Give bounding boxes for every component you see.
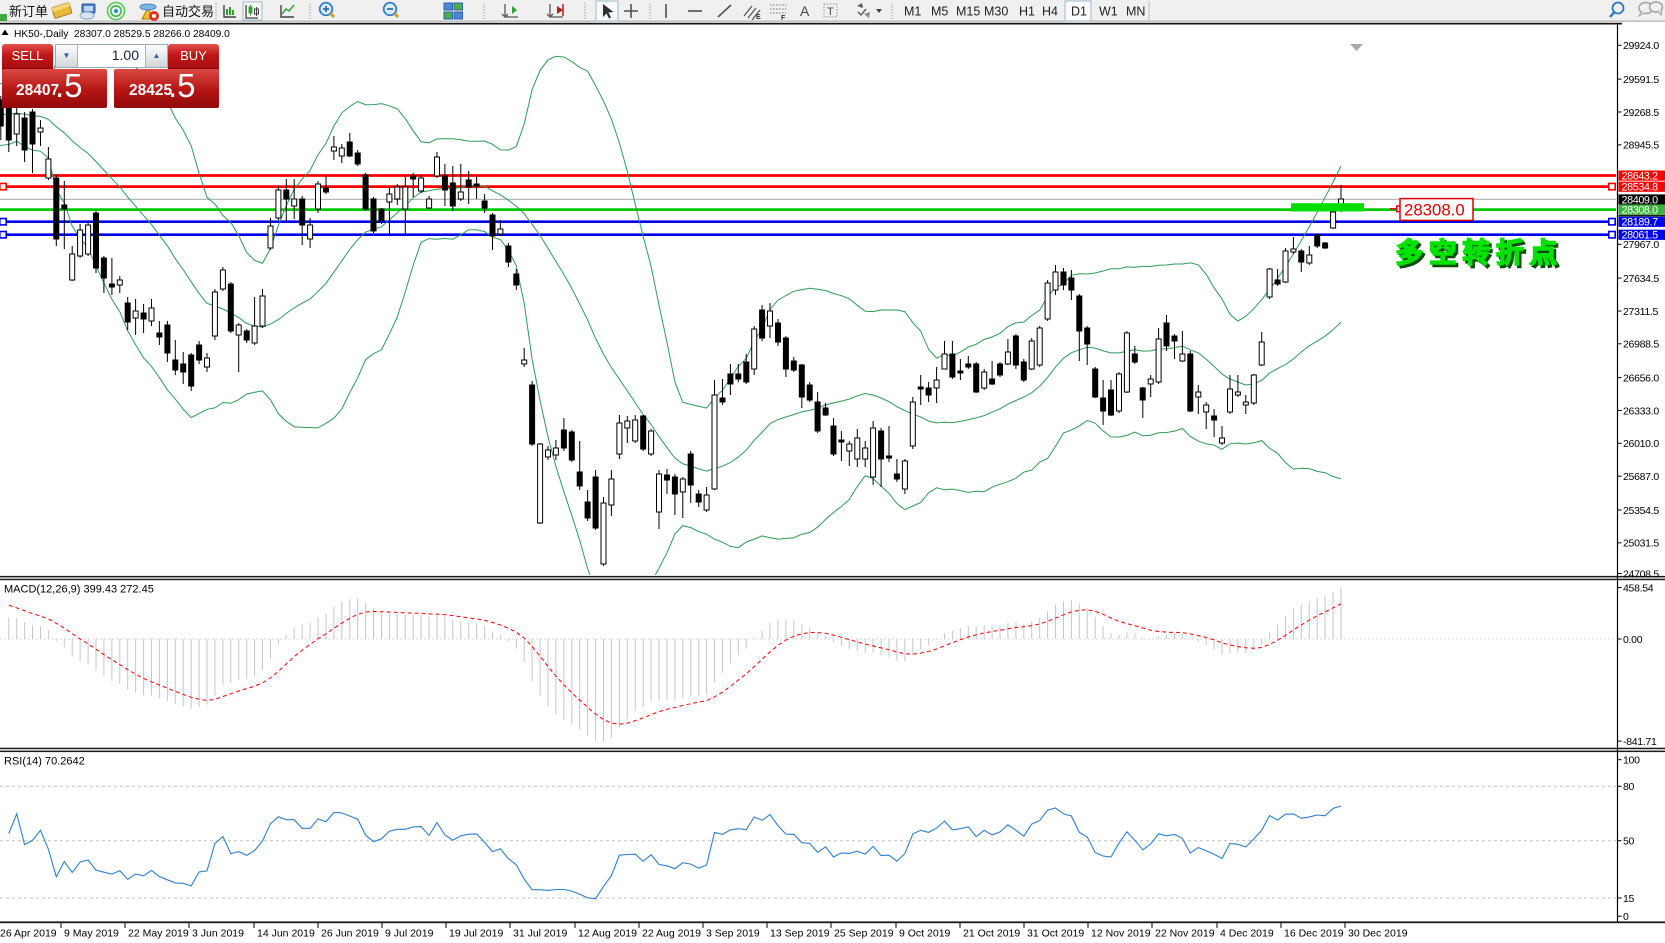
svg-text:24708.5: 24708.5 (1623, 568, 1659, 580)
svg-text:F: F (781, 15, 786, 22)
svg-text:50: 50 (1623, 836, 1635, 848)
svg-text:自动交易: 自动交易 (162, 4, 214, 19)
svg-text:28945.5: 28945.5 (1623, 140, 1659, 152)
svg-text:26 Apr 2019: 26 Apr 2019 (0, 928, 57, 940)
svg-text:M1: M1 (904, 5, 921, 19)
svg-text:D1: D1 (1071, 5, 1087, 19)
svg-text:M15: M15 (956, 5, 980, 19)
svg-text:13 Sep 2019: 13 Sep 2019 (770, 928, 830, 940)
svg-text:T: T (827, 6, 834, 18)
svg-text:26010.0: 26010.0 (1623, 438, 1659, 450)
svg-text:22 Nov 2019: 22 Nov 2019 (1155, 928, 1215, 940)
svg-text:多空转折点: 多空转折点 (1398, 240, 1566, 271)
svg-text:25687.0: 25687.0 (1623, 471, 1659, 483)
svg-text:30 Dec 2019: 30 Dec 2019 (1348, 928, 1408, 940)
svg-text:12 Nov 2019: 12 Nov 2019 (1091, 928, 1151, 940)
svg-text:28061.5: 28061.5 (1622, 230, 1659, 242)
svg-text:9 Oct 2019: 9 Oct 2019 (899, 928, 951, 940)
svg-text:458.54: 458.54 (1623, 582, 1654, 594)
svg-text:22 Aug 2019: 22 Aug 2019 (642, 928, 701, 940)
svg-text:100: 100 (1623, 755, 1640, 767)
svg-text:25031.5: 25031.5 (1623, 538, 1659, 550)
svg-text:28308.0: 28308.0 (1404, 201, 1465, 220)
svg-text:80: 80 (1623, 781, 1635, 793)
svg-text:RSI(14) 70.2642: RSI(14) 70.2642 (4, 756, 85, 768)
svg-text:26333.0: 26333.0 (1623, 405, 1659, 417)
svg-text:E: E (756, 14, 761, 21)
svg-text:H4: H4 (1042, 5, 1058, 19)
svg-text:29924.0: 29924.0 (1623, 40, 1659, 52)
svg-text:31 Jul 2019: 31 Jul 2019 (513, 928, 567, 940)
svg-text:0.00: 0.00 (1623, 634, 1643, 646)
svg-text:19 Jul 2019: 19 Jul 2019 (449, 928, 503, 940)
svg-text:4 Dec 2019: 4 Dec 2019 (1220, 928, 1274, 940)
svg-text:MACD(12,26,9) 399.43 272.45: MACD(12,26,9) 399.43 272.45 (4, 584, 154, 596)
svg-text:16 Dec 2019: 16 Dec 2019 (1284, 928, 1344, 940)
svg-text:3 Jun 2019: 3 Jun 2019 (192, 928, 244, 940)
svg-text:29591.5: 29591.5 (1623, 74, 1659, 86)
svg-text:27967.0: 27967.0 (1623, 239, 1659, 251)
svg-text:26656.0: 26656.0 (1623, 372, 1659, 384)
svg-text:26 Jun 2019: 26 Jun 2019 (321, 928, 379, 940)
svg-text:M30: M30 (984, 5, 1008, 19)
svg-text:14 Jun 2019: 14 Jun 2019 (257, 928, 315, 940)
svg-text:25354.5: 25354.5 (1623, 505, 1659, 517)
svg-text:31 Oct 2019: 31 Oct 2019 (1027, 928, 1084, 940)
svg-text:HK50-,Daily 28307.0 28529.5 2: HK50-,Daily 28307.0 28529.5 28266.0 2840… (14, 29, 230, 40)
svg-text:28308.0: 28308.0 (1622, 205, 1659, 217)
svg-text:0: 0 (1623, 911, 1629, 923)
svg-text:29268.5: 29268.5 (1623, 107, 1659, 119)
svg-text:A: A (800, 3, 810, 19)
svg-text:W1: W1 (1099, 5, 1118, 19)
svg-text:12 Aug 2019: 12 Aug 2019 (578, 928, 637, 940)
svg-text:H1: H1 (1019, 5, 1035, 19)
svg-text:M5: M5 (931, 5, 948, 19)
svg-text:26988.5: 26988.5 (1623, 339, 1659, 351)
svg-text:28534.8: 28534.8 (1622, 182, 1659, 194)
svg-text:-841.71: -841.71 (1623, 736, 1657, 748)
svg-text:28643.2: 28643.2 (1622, 170, 1659, 182)
svg-text:27311.5: 27311.5 (1623, 306, 1659, 318)
svg-text:MN: MN (1126, 5, 1145, 19)
svg-text:9 Jul 2019: 9 Jul 2019 (385, 928, 434, 940)
svg-text:9 May 2019: 9 May 2019 (64, 928, 119, 940)
svg-text:22 May 2019: 22 May 2019 (128, 928, 189, 940)
svg-text:新订单: 新订单 (9, 4, 48, 19)
svg-text:28189.7: 28189.7 (1622, 217, 1659, 229)
svg-text:15: 15 (1623, 893, 1635, 905)
svg-text:25 Sep 2019: 25 Sep 2019 (834, 928, 894, 940)
svg-text:3 Sep 2019: 3 Sep 2019 (706, 928, 760, 940)
svg-text:多空转折点: 多空转折点 (1396, 237, 1564, 268)
svg-text:27634.5: 27634.5 (1623, 273, 1659, 285)
svg-text:28409.0: 28409.0 (1622, 194, 1659, 206)
svg-text:21 Oct 2019: 21 Oct 2019 (963, 928, 1020, 940)
